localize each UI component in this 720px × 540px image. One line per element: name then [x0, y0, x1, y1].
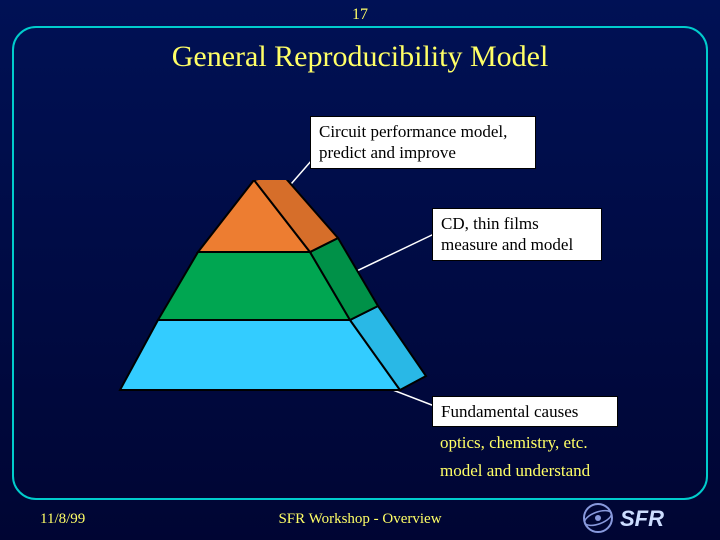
footer-title: SFR Workshop - Overview	[278, 511, 441, 528]
callout-top: Circuit performance model, predict and i…	[310, 116, 536, 169]
pyramid-diagram	[100, 180, 440, 420]
callout-bottom-1: optics, chemistry, etc.	[432, 428, 618, 457]
callout-bottom-2: model and understand	[432, 456, 632, 485]
sfr-logo: SFR	[580, 502, 700, 534]
callout-bottom-box: Fundamental causes	[432, 396, 618, 427]
svg-text:SFR: SFR	[620, 506, 664, 531]
footer-date: 11/8/99	[40, 511, 85, 528]
callout-middle: CD, thin films measure and model	[432, 208, 602, 261]
